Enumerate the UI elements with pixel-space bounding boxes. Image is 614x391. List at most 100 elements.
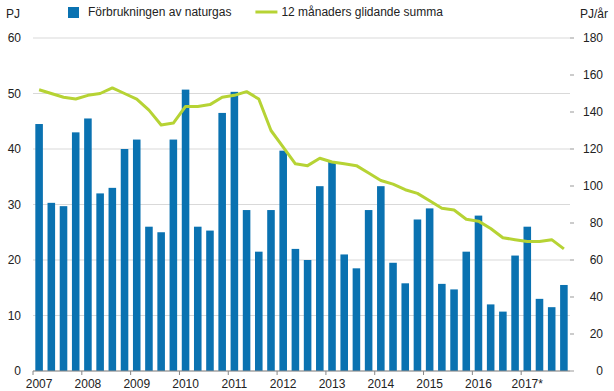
grid-line (33, 371, 570, 372)
x-tick-label: 2009 (123, 377, 150, 391)
x-tick (228, 371, 229, 375)
x-tick (81, 371, 82, 375)
bar (48, 203, 56, 371)
bar (389, 263, 397, 371)
x-tick-label: 2012 (270, 377, 297, 391)
bar (475, 216, 483, 371)
bar (279, 151, 287, 371)
plot-area (35, 88, 567, 371)
y2-tick-label: 40 (590, 290, 604, 304)
y2-tick-label: 140 (583, 105, 603, 119)
grid-line (33, 38, 570, 39)
y2-tick-label: 80 (590, 216, 604, 230)
legend-swatch (255, 11, 277, 14)
y2-tick-label: 100 (583, 179, 603, 193)
bar (133, 140, 141, 371)
bar (255, 252, 263, 371)
bar (96, 193, 104, 371)
legend-label: 12 månaders glidande summa (281, 5, 443, 19)
y-tick-label: 30 (8, 198, 22, 212)
bar (426, 208, 434, 371)
legend-label: Förbrukningen av naturgas (88, 5, 231, 19)
bar (365, 210, 373, 371)
bar (170, 140, 178, 371)
y2-tick-label: 180 (583, 31, 603, 45)
y-tick-label: 20 (8, 253, 22, 267)
x-tick-label: 2008 (75, 377, 102, 391)
bar (60, 206, 68, 371)
x-tick (33, 371, 34, 375)
bar (536, 299, 544, 371)
x-tick-label: 2017* (512, 377, 544, 391)
bar (145, 227, 153, 371)
bar (267, 210, 275, 371)
bar (511, 256, 519, 371)
y2-tick (570, 149, 574, 150)
grid-line (33, 93, 570, 94)
bar (292, 249, 300, 371)
x-tick-label: 2013 (319, 377, 346, 391)
x-tick-label: 2015 (416, 377, 443, 391)
chart: 0102030405060020406080100120140160180PJP… (0, 0, 614, 391)
y2-tick (570, 186, 574, 187)
bar (438, 284, 446, 371)
bar (121, 149, 129, 371)
bar (487, 304, 495, 371)
bar (340, 254, 348, 371)
y2-axis-label: PJ/år (580, 7, 608, 21)
x-tick-label: 2016 (465, 377, 492, 391)
x-tick-label: 2010 (172, 377, 199, 391)
x-tick (325, 371, 326, 375)
bar (157, 232, 165, 371)
bar (316, 186, 324, 371)
y-axis-label: PJ (6, 7, 20, 21)
y2-tick-label: 60 (590, 253, 604, 267)
bar (109, 188, 117, 371)
bar (218, 113, 226, 371)
x-tick (277, 371, 278, 375)
y2-tick-label: 20 (590, 327, 604, 341)
bar (231, 92, 239, 371)
y-tick-label: 0 (14, 364, 21, 378)
x-tick (130, 371, 131, 375)
y2-tick (570, 260, 574, 261)
bar (84, 118, 92, 371)
bar (377, 186, 385, 371)
x-tick (472, 371, 473, 375)
line (39, 88, 564, 249)
y2-tick-label: 160 (583, 68, 603, 82)
bar (35, 124, 43, 371)
y-tick-label: 60 (8, 31, 22, 45)
x-tick-label: 2007 (26, 377, 53, 391)
bar (524, 227, 532, 371)
bar (72, 132, 80, 371)
x-tick-label: 2011 (221, 377, 247, 391)
x-tick (423, 371, 424, 375)
x-tick (521, 371, 522, 375)
bar (560, 285, 568, 371)
x-tick-label: 2014 (367, 377, 394, 391)
bar (414, 219, 422, 371)
bar (401, 283, 409, 371)
bar (499, 312, 507, 371)
bar (194, 227, 202, 371)
bar (328, 162, 336, 371)
bar (182, 90, 190, 371)
y-tick-label: 50 (8, 87, 22, 101)
bar (462, 252, 470, 371)
bar (548, 307, 556, 371)
bar (450, 289, 458, 371)
bar (243, 210, 251, 371)
x-axis (33, 371, 570, 372)
y2-tick (570, 371, 574, 372)
y2-tick-label: 0 (596, 364, 603, 378)
y2-tick (570, 112, 574, 113)
bar (304, 260, 312, 371)
y2-tick (570, 75, 574, 76)
y-tick-label: 10 (8, 309, 22, 323)
y2-tick (570, 297, 574, 298)
x-tick (374, 371, 375, 375)
y-tick-label: 40 (8, 142, 22, 156)
bar (353, 268, 361, 371)
y2-tick (570, 334, 574, 335)
